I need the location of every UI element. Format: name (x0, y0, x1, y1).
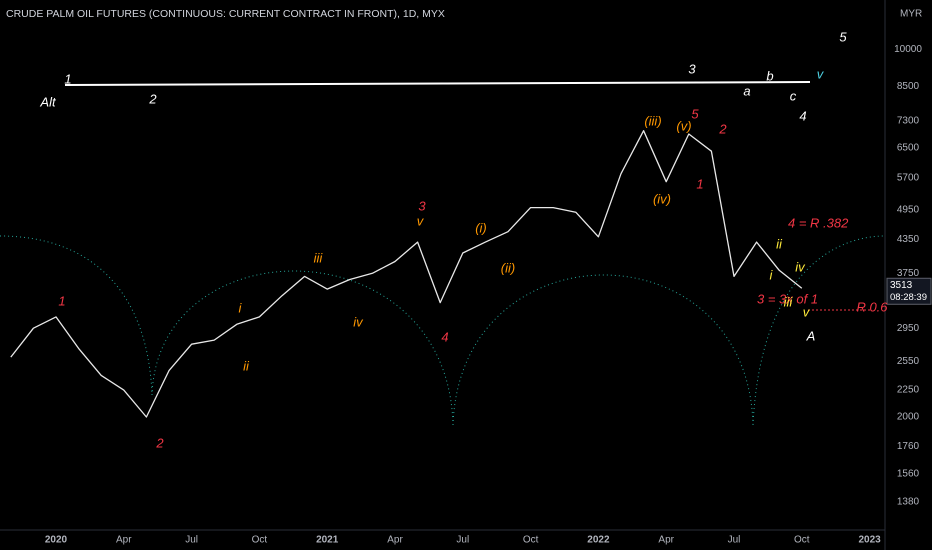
x-tick-label: Jul (185, 535, 198, 546)
x-tick-label: Oct (794, 535, 810, 546)
last-price-tag (886, 277, 932, 305)
wave-label: A (806, 328, 816, 343)
y-tick-label: 3750 (897, 268, 920, 279)
wave-label: (i) (475, 220, 487, 235)
y-tick-label: 1760 (897, 441, 920, 452)
wave-label: 3 = 3x of 1 (757, 291, 818, 306)
wave-label: iii (314, 250, 324, 265)
y-tick-label: 2550 (897, 356, 920, 367)
wave-label: (iv) (653, 191, 671, 206)
chart-title: CRUDE PALM OIL FUTURES (CONTINUOUS: CURR… (6, 8, 445, 20)
wave-label: iv (353, 314, 364, 329)
x-tick-label: Apr (116, 535, 132, 546)
last-price: 3513 (890, 280, 913, 291)
x-tick-label: 2023 (858, 535, 881, 546)
x-tick-label: Oct (523, 535, 539, 546)
wave-label: 1 (696, 176, 703, 191)
y-tick-label: 4350 (897, 234, 920, 245)
wave-label: v (417, 213, 425, 228)
currency-label: MYR (900, 9, 922, 20)
cycle-arc (452, 274, 754, 426)
x-tick-label: Apr (387, 535, 403, 546)
wave-label: 4 = R .382 (788, 215, 849, 230)
y-tick-label: 6500 (897, 142, 920, 153)
wave-label: 3 (418, 198, 426, 213)
wave-label: 4 (441, 329, 448, 344)
x-tick-label: 2022 (587, 535, 610, 546)
wave-label: ii (243, 358, 250, 373)
y-tick-label: 8500 (897, 81, 920, 92)
wave-label: 2 (718, 121, 727, 136)
wave-label: iv (795, 259, 806, 274)
wave-label: iii (784, 294, 794, 309)
wave-label: 2 (155, 435, 164, 450)
wave-label: 4 (799, 108, 806, 123)
wave-label: v (803, 304, 811, 319)
price-line (10, 130, 803, 418)
wave-label: 3 (688, 61, 696, 76)
wave-label: 1 (58, 293, 65, 308)
y-tick-label: 5700 (897, 172, 920, 183)
x-tick-label: Jul (728, 535, 741, 546)
x-tick-label: Apr (658, 535, 674, 546)
wave-label: i (770, 267, 774, 282)
cycle-arc (0, 235, 153, 396)
wave-label: (iii) (644, 113, 661, 128)
wave-label: c (790, 88, 797, 103)
trend-line (64, 81, 811, 86)
wave-label: R 0.6 (856, 299, 888, 314)
wave-label: b (766, 68, 773, 83)
y-tick-label: 2000 (897, 412, 920, 423)
y-tick-label: 1560 (897, 468, 920, 479)
y-tick-label: 2250 (897, 385, 920, 396)
y-tick-label: 4950 (897, 205, 920, 216)
wave-label: (v) (676, 118, 691, 133)
wave-label: 2 (148, 91, 157, 106)
wave-label: ii (776, 236, 783, 251)
countdown: 08:28:39 (890, 292, 927, 303)
cycle-arc (151, 270, 454, 426)
wave-label: Alt (39, 94, 57, 109)
x-tick-label: 2020 (45, 535, 68, 546)
wave-label: i (239, 300, 243, 315)
y-tick-label: 7300 (897, 116, 920, 127)
x-tick-label: Jul (456, 535, 469, 546)
y-tick-label: 2950 (897, 323, 920, 334)
x-tick-label: 2021 (316, 535, 339, 546)
wave-label: 5 (691, 106, 699, 121)
wave-label: (ii) (501, 260, 515, 275)
wave-label: a (743, 83, 750, 98)
y-tick-label: 10000 (894, 44, 922, 55)
x-tick-label: Oct (252, 535, 268, 546)
y-tick-label: 1380 (897, 496, 920, 507)
wave-label: 1 (64, 71, 71, 86)
cycle-arcs (0, 235, 886, 426)
wave-label: v (817, 66, 825, 81)
wave-label: 5 (839, 29, 847, 44)
